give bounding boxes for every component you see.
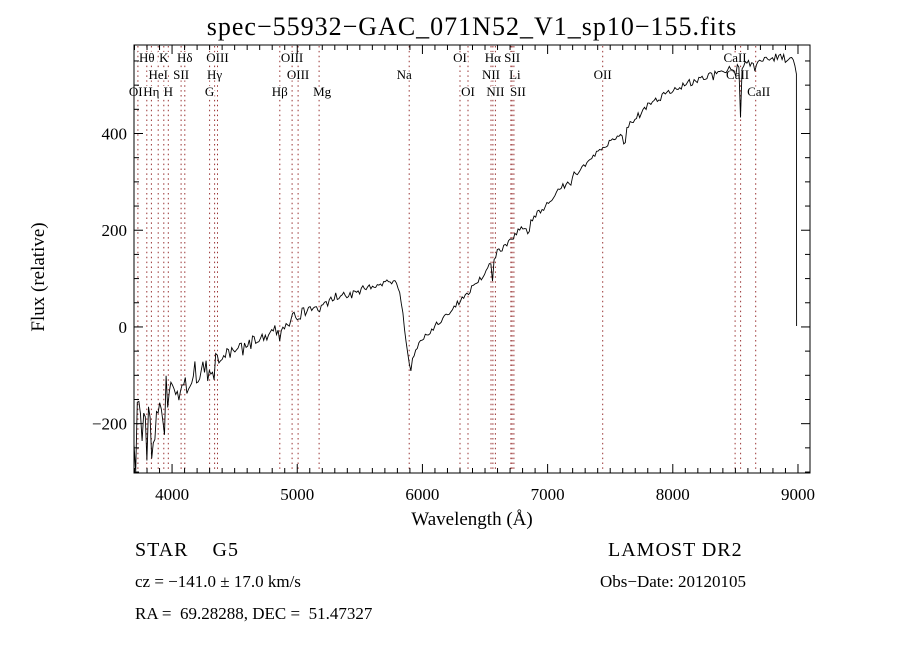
ra-dec-text: RA = 69.28288, DEC = 51.47327 — [135, 604, 373, 623]
line-label-sii: SII — [504, 50, 520, 65]
y-tick-label-200: 200 — [102, 221, 128, 240]
y-tick-label-0: 0 — [119, 318, 128, 337]
line-label-hα: Hα — [485, 50, 501, 65]
line-label-oiii: OIII — [281, 50, 303, 65]
x-tick-labels: 4000 5000 6000 7000 8000 9000 — [155, 485, 815, 504]
obs-date-text: Obs−Date: 20120105 — [600, 572, 747, 591]
line-label-hβ: Hβ — [272, 84, 288, 99]
line-label-nii: NII — [486, 84, 504, 99]
line-label-mg: Mg — [313, 84, 332, 99]
line-label-oiii: OIII — [287, 67, 309, 82]
y-tick-label--200: −200 — [92, 415, 127, 434]
survey-release-text: LAMOST DR2 — [608, 539, 743, 561]
line-label-sii: SII — [510, 84, 526, 99]
x-axis-label: Wavelength (Å) — [411, 509, 533, 530]
line-label-g: G — [205, 84, 214, 99]
plot-frame — [133, 44, 811, 474]
line-label-li: Li — [509, 67, 521, 82]
line-label-oii: OII — [129, 84, 147, 99]
y-tick-labels: −200 0 200 400 — [92, 125, 127, 434]
plot-title: spec−55932−GAC_071N52_V1_sp10−155.fits — [206, 12, 738, 41]
line-label-hδ: Hδ — [177, 50, 193, 65]
line-label-hθ: Hθ — [139, 50, 155, 65]
x-tick-label-5000: 5000 — [280, 485, 314, 504]
x-tick-label-8000: 8000 — [656, 485, 690, 504]
spectral-line-markers — [137, 46, 757, 472]
line-label-caii: CaII — [724, 50, 747, 65]
line-label-hei: HeI — [148, 67, 168, 82]
line-label-oi: OI — [453, 50, 467, 65]
line-label-hγ: Hγ — [207, 67, 222, 82]
line-label-na: Na — [397, 67, 412, 82]
line-label-h: H — [164, 84, 173, 99]
line-label-sii: SII — [173, 67, 189, 82]
x-tick-label-7000: 7000 — [531, 485, 565, 504]
line-label-caii: CaII — [747, 84, 770, 99]
line-label-k: K — [159, 50, 169, 65]
object-class-text: STAR G5 — [135, 539, 239, 561]
line-label-oi: OI — [461, 84, 475, 99]
line-label-oii: OII — [594, 67, 612, 82]
line-label-oiii: OIII — [206, 50, 228, 65]
radial-velocity-text: cz = −141.0 ± 17.0 km/s — [135, 572, 301, 591]
x-tick-label-6000: 6000 — [405, 485, 439, 504]
axis-frame — [133, 44, 811, 474]
line-label-hη: Hη — [143, 84, 159, 99]
y-tick-label-400: 400 — [102, 125, 128, 144]
x-tick-label-9000: 9000 — [781, 485, 815, 504]
flux-spectrum-path — [133, 52, 798, 472]
x-tick-label-4000: 4000 — [155, 485, 189, 504]
line-label-nii: NII — [482, 67, 500, 82]
line-label-caii: CaII — [726, 67, 749, 82]
